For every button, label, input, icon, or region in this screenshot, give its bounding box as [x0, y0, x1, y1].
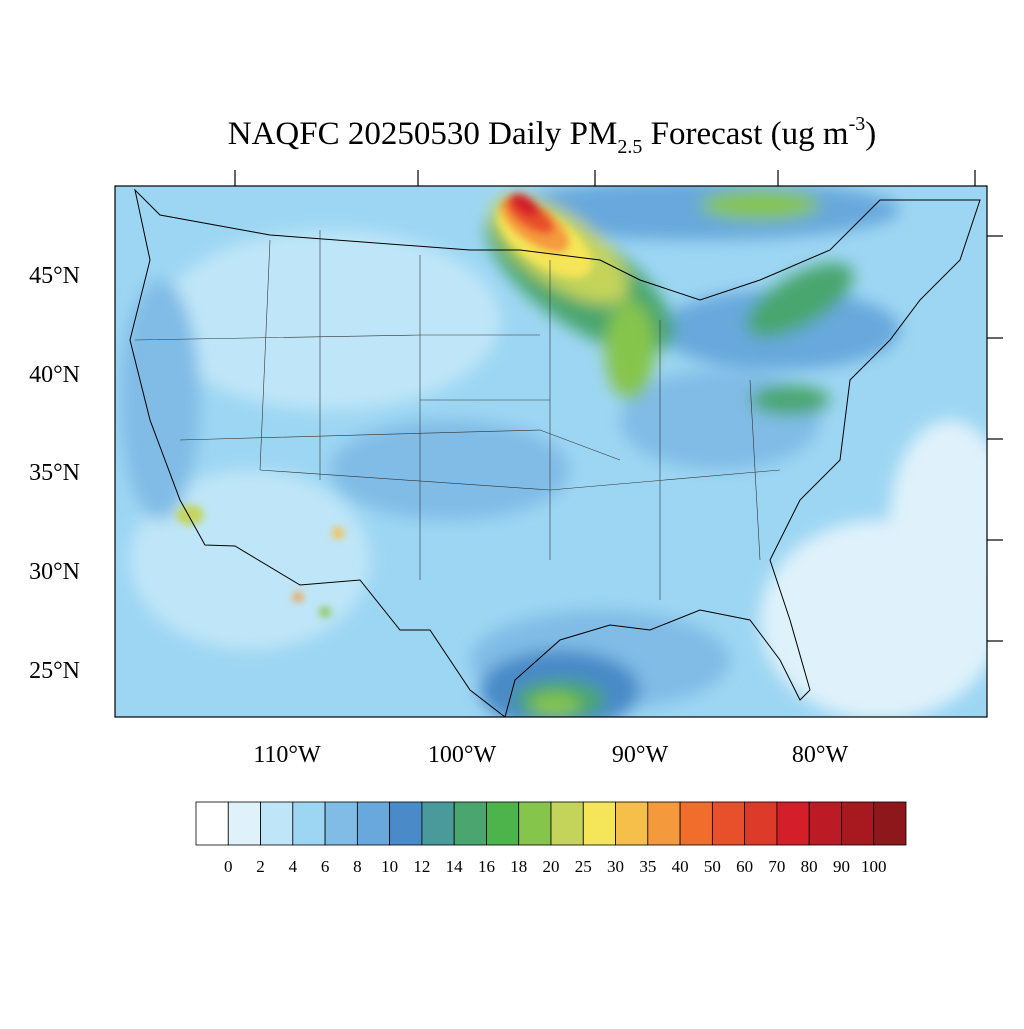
colorbar-box: [260, 801, 294, 846]
colorbar-box: [389, 801, 423, 846]
colorbar-label: 20: [543, 857, 560, 876]
map-field: [115, 186, 987, 717]
latitude-label: 30°N: [29, 559, 80, 585]
colorbar-label: 60: [736, 857, 753, 876]
latitude-label: 40°N: [29, 362, 80, 388]
smoke-plume: [176, 193, 593, 617]
frame-ticks: [234, 170, 1003, 642]
colorbar-box: [227, 801, 261, 846]
colorbar-box: [744, 801, 778, 846]
colorbar-label: 16: [478, 857, 495, 876]
colorbar-label: 70: [768, 857, 785, 876]
colorbar-box: [292, 801, 326, 846]
colorbar-box: [679, 801, 713, 846]
colorbar-box: [356, 801, 391, 846]
colorbar: 0 2 4 6 8 10 12 14 16 18 20 25 30 35 40 50 60 70 80 90 100: [195, 801, 907, 876]
colorbar-box: [550, 801, 584, 846]
colorbar-label: 100: [861, 857, 887, 876]
colorbar-box: [582, 801, 616, 846]
colorbar-label: 2: [256, 857, 265, 876]
colorbar-label: 25: [575, 857, 592, 876]
colorbar-box: [518, 801, 552, 846]
country-outline: [129, 188, 981, 717]
colorbar-box: [615, 801, 649, 846]
title-end: ): [865, 116, 876, 152]
title: NAQFC 20250530 Daily PM2.5 Forecast (ug …: [228, 113, 877, 158]
colorbar-box: [486, 801, 520, 846]
longitude-label: 110°W: [253, 742, 321, 768]
colorbar-box: [841, 801, 875, 846]
title-rest: Forecast (ug m: [642, 116, 849, 152]
longitude-label: 80°W: [792, 742, 849, 768]
colorbar-box: [324, 801, 358, 846]
colorbar-label: 50: [704, 857, 721, 876]
latitude-label: 45°N: [29, 263, 80, 289]
colorbar-label: 90: [833, 857, 850, 876]
longitude-label: 100°W: [428, 742, 497, 768]
colorbar-box: [421, 801, 455, 846]
colorbar-label: 10: [381, 857, 398, 876]
colorbar-box: [711, 801, 746, 846]
state-lines: [134, 230, 781, 600]
colorbar-box: [776, 801, 810, 846]
title-superscript: -3: [849, 113, 866, 135]
colorbar-label: 80: [801, 857, 818, 876]
colorbar-box: [453, 801, 487, 846]
colorbar-box: [873, 801, 907, 846]
title-subscript: 2.5: [617, 136, 642, 158]
colorbar-label: 8: [353, 857, 362, 876]
colorbar-label: 12: [413, 857, 430, 876]
colorbar-box: [808, 801, 842, 846]
longitude-label: 90°W: [612, 742, 669, 768]
latitude-label: 35°N: [29, 460, 80, 486]
colorbar-label: 4: [289, 857, 298, 876]
colorbar-label: 0: [224, 857, 233, 876]
colorbar-box: [195, 801, 229, 846]
colorbar-label: 18: [510, 857, 527, 876]
colorbar-label: 30: [607, 857, 624, 876]
map-frame: [114, 185, 988, 718]
colorbar-label: 40: [672, 857, 689, 876]
colorbar-box: [647, 801, 681, 846]
latitude-label: 25°N: [29, 658, 80, 684]
colorbar-label: 35: [639, 857, 656, 876]
title-main: NAQFC 20250530 Daily PM: [228, 116, 618, 152]
axis-labels: 45°N 40°N 35°N 30°N 25°N 110°W 100°W 90°W 80°W: [29, 263, 848, 768]
colorbar-label: 6: [321, 857, 330, 876]
colorbar-label: 14: [446, 857, 464, 876]
